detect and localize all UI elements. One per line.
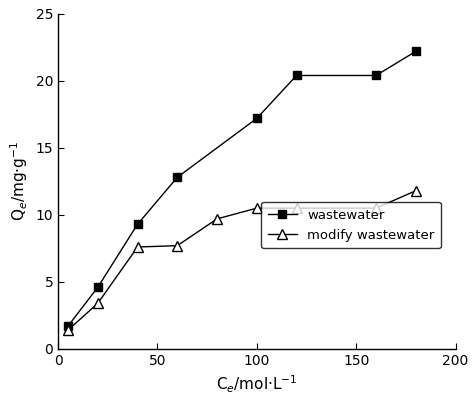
modify wastewater [174, 243, 180, 248]
modify wastewater [95, 301, 100, 306]
modify wastewater [65, 328, 71, 332]
wastewater [95, 285, 100, 290]
modify wastewater [293, 206, 299, 210]
wastewater [253, 116, 259, 121]
wastewater [134, 222, 140, 226]
modify wastewater [134, 245, 140, 249]
wastewater [293, 73, 299, 78]
wastewater [372, 73, 378, 78]
wastewater [412, 49, 418, 54]
modify wastewater [412, 188, 418, 193]
modify wastewater [214, 216, 219, 221]
modify wastewater [253, 206, 259, 210]
Line: modify wastewater: modify wastewater [63, 186, 420, 335]
Y-axis label: Q$_e$/mg·g$^{-1}$: Q$_e$/mg·g$^{-1}$ [8, 141, 30, 221]
wastewater [174, 175, 180, 180]
Legend: wastewater, modify wastewater: wastewater, modify wastewater [260, 202, 440, 248]
X-axis label: C$_e$/mol·L$^{-1}$: C$_e$/mol·L$^{-1}$ [216, 373, 297, 395]
modify wastewater [372, 206, 378, 210]
Line: wastewater: wastewater [64, 47, 419, 330]
wastewater [65, 324, 71, 328]
